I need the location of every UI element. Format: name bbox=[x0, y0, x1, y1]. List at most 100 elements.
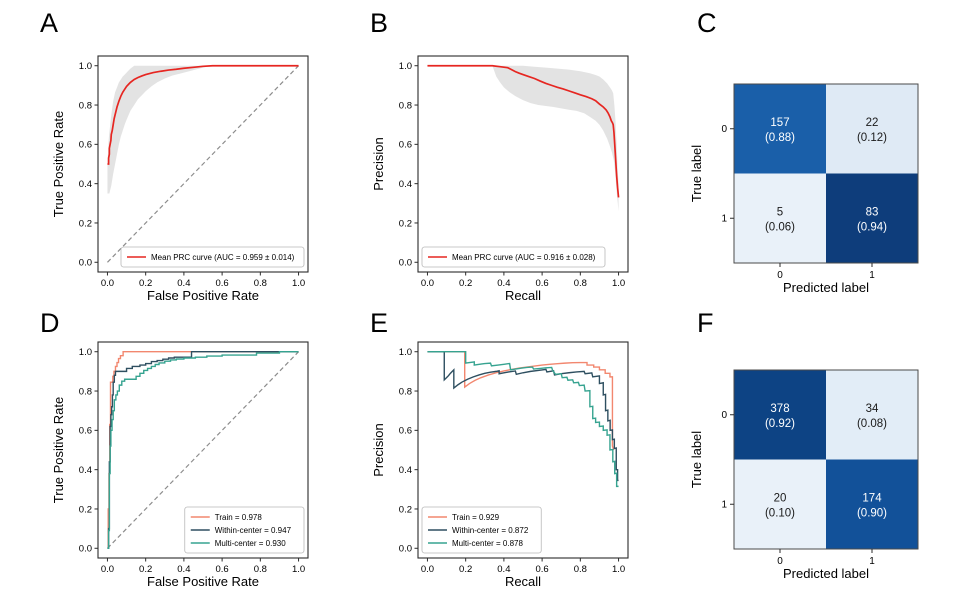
y-tick-label: 1.0 bbox=[399, 347, 412, 358]
x-tick-label: 0.4 bbox=[497, 278, 510, 289]
x-tick-label: 0.8 bbox=[574, 564, 587, 575]
x-tick-label: 0.0 bbox=[421, 564, 434, 575]
plot-frame bbox=[97, 55, 309, 273]
cell-fraction: (0.12) bbox=[857, 132, 887, 144]
cell-count: 34 bbox=[866, 403, 879, 415]
y-tick-label: 0.8 bbox=[399, 100, 412, 111]
legend-entry-label: Within-center = 0.947 bbox=[215, 526, 292, 535]
y-tick-label: 0.8 bbox=[399, 386, 412, 397]
row-tick-label: 0 bbox=[721, 124, 727, 135]
col-tick-label: 1 bbox=[869, 270, 875, 281]
y-tick-label: 0.2 bbox=[399, 218, 412, 229]
y-tick-label: 0.8 bbox=[79, 100, 92, 111]
panel-letter-d: D bbox=[40, 308, 60, 338]
y-axis-label: True label bbox=[689, 145, 704, 202]
y-tick-label: 1.0 bbox=[79, 347, 92, 358]
y-tick-label: 0.6 bbox=[399, 426, 412, 437]
x-axis-label: Recall bbox=[505, 288, 541, 303]
y-tick-label: 0.6 bbox=[399, 140, 412, 151]
y-tick-label: 0.0 bbox=[79, 258, 92, 269]
x-tick-label: 0.0 bbox=[101, 564, 114, 575]
row-tick-label: 1 bbox=[721, 500, 727, 511]
matrix-cell-1-0 bbox=[734, 459, 826, 549]
cell-fraction: (0.06) bbox=[765, 221, 795, 233]
legend-entry-label: Multi-center = 0.878 bbox=[452, 539, 523, 548]
x-tick-label: 0.6 bbox=[216, 564, 229, 575]
y-axis-label: Precision bbox=[371, 137, 386, 190]
cell-fraction: (0.92) bbox=[765, 418, 795, 430]
x-tick-label: 0.8 bbox=[254, 564, 267, 575]
matrix-frame bbox=[733, 83, 919, 264]
legend-entry-label: Within-center = 0.872 bbox=[452, 526, 529, 535]
x-tick-label: 0.4 bbox=[177, 278, 190, 289]
x-tick-label: 0.6 bbox=[536, 278, 549, 289]
panel-letter-a: A bbox=[40, 8, 59, 38]
x-tick-label: 0.4 bbox=[177, 564, 190, 575]
col-tick-label: 1 bbox=[869, 556, 875, 567]
confidence-band bbox=[427, 65, 619, 212]
legend-entry-label: Train = 0.929 bbox=[452, 513, 500, 522]
cell-count: 5 bbox=[777, 206, 783, 218]
y-axis-label: Precision bbox=[371, 423, 386, 476]
matrix-cell-0-0 bbox=[734, 370, 826, 460]
y-tick-label: 0.4 bbox=[399, 179, 412, 190]
series-line-within-center bbox=[107, 351, 299, 549]
matrix-cell-1-1 bbox=[826, 459, 918, 549]
x-tick-label: 0.6 bbox=[216, 278, 229, 289]
y-axis-label: True Positive Rate bbox=[51, 397, 66, 503]
matrix-cell-0-1 bbox=[826, 370, 918, 460]
y-tick-label: 0.4 bbox=[399, 465, 412, 476]
y-tick-label: 0.0 bbox=[79, 544, 92, 555]
x-tick-label: 0.0 bbox=[101, 278, 114, 289]
x-tick-label: 1.0 bbox=[612, 278, 625, 289]
plot-frame bbox=[417, 341, 629, 559]
plot-frame bbox=[97, 341, 309, 559]
series-line-mean-prc bbox=[427, 64, 620, 198]
x-axis-label: Predicted label bbox=[783, 280, 869, 295]
y-tick-label: 0.6 bbox=[79, 426, 92, 437]
legend-box bbox=[421, 506, 542, 554]
series-line-mean-roc bbox=[107, 64, 299, 165]
cell-count: 83 bbox=[866, 206, 879, 218]
x-tick-label: 0.4 bbox=[497, 564, 510, 575]
legend-entry-label: Multi-center = 0.930 bbox=[215, 539, 286, 548]
series-line-multi-center bbox=[427, 351, 619, 488]
x-tick-label: 1.0 bbox=[612, 564, 625, 575]
cell-count: 22 bbox=[866, 117, 879, 129]
cell-fraction: (0.90) bbox=[857, 507, 887, 519]
confusion-matrix-cv: 157(0.88)22(0.12)5(0.06)83(0.94)010 1Pred… bbox=[689, 83, 919, 295]
x-tick-label: 1.0 bbox=[292, 564, 305, 575]
matrix-frame bbox=[733, 369, 919, 550]
col-tick-label: 0 bbox=[777, 270, 783, 281]
x-tick-label: 0.0 bbox=[421, 278, 434, 289]
cell-fraction: (0.10) bbox=[765, 507, 795, 519]
x-tick-label: 1.0 bbox=[292, 278, 305, 289]
matrix-cell-0-1 bbox=[826, 84, 918, 174]
legend-entry-label: Train = 0.978 bbox=[215, 513, 263, 522]
col-tick-label: 0 bbox=[777, 556, 783, 567]
series-line-train bbox=[427, 351, 615, 451]
roc-mean-chart: 0.0 0.0 0.2 0.2 0.4 0.4 0.6 0.6 0.8 0.8 1.0 1.0 Fals… bbox=[51, 55, 309, 303]
y-tick-label: 1.0 bbox=[399, 61, 412, 72]
prc-cohorts-chart: 0.0 0.0 0.2 0.2 0.4 0.4 0.6 0.6 0.8 0.8 1.0 1.0 Reca… bbox=[371, 341, 629, 589]
cell-count: 378 bbox=[770, 403, 789, 415]
x-axis-label: Recall bbox=[505, 574, 541, 589]
legend-entry-label: Mean PRC curve (AUC = 0.959 ± 0.014) bbox=[151, 253, 295, 262]
matrix-cell-1-1 bbox=[826, 173, 918, 263]
confusion-matrix-test: 378(0.92)34(0.08)20(0.10)174(0.90)010 1Pr… bbox=[689, 369, 919, 581]
x-tick-label: 0.8 bbox=[254, 278, 267, 289]
x-tick-label: 0.6 bbox=[536, 564, 549, 575]
legend-entry-label: Mean PRC curve (AUC = 0.916 ± 0.028) bbox=[452, 253, 596, 262]
y-tick-label: 0.4 bbox=[79, 465, 92, 476]
row-tick-label: 1 bbox=[721, 214, 727, 225]
x-tick-label: 0.2 bbox=[459, 278, 472, 289]
y-tick-label: 0.8 bbox=[79, 386, 92, 397]
y-axis-label: True label bbox=[689, 431, 704, 488]
y-tick-label: 0.2 bbox=[79, 504, 92, 515]
cell-fraction: (0.88) bbox=[765, 132, 795, 144]
matrix-cell-1-0 bbox=[734, 173, 826, 263]
legend-box bbox=[184, 506, 305, 554]
y-tick-label: 0.0 bbox=[399, 258, 412, 269]
y-tick-label: 1.0 bbox=[79, 61, 92, 72]
